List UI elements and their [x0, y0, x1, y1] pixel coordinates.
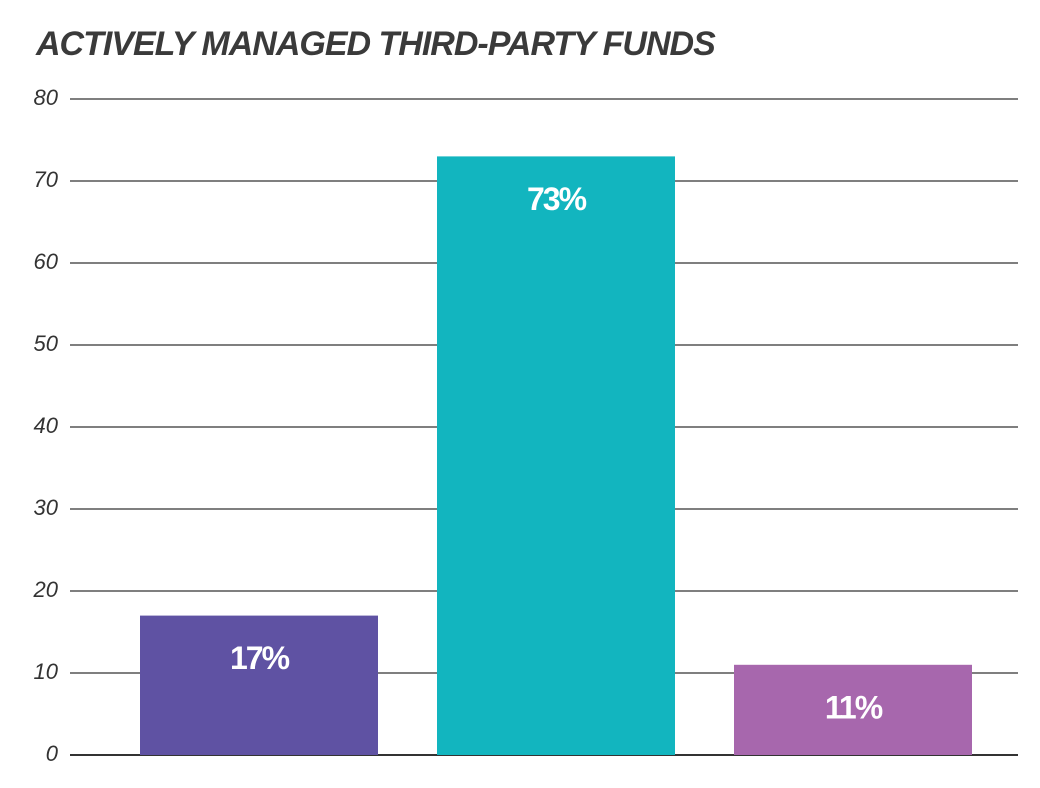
y-tick-label: 50	[34, 331, 59, 356]
bar	[734, 664, 972, 755]
y-tick-label: 10	[34, 659, 59, 684]
y-tick-label: 60	[34, 249, 59, 274]
value-label: 73%	[527, 181, 587, 217]
chart-title: ACTIVELY MANAGED THIRD-PARTY FUNDS	[35, 25, 716, 63]
y-tick-label: 80	[34, 85, 59, 110]
y-tick-label: 0	[46, 741, 59, 766]
y-tick-label: 70	[34, 167, 59, 192]
y-tick-label: 30	[34, 495, 59, 520]
bar	[437, 156, 675, 755]
y-tick-label: 40	[34, 413, 59, 438]
y-tick-label: 20	[33, 577, 59, 602]
bar	[140, 615, 378, 755]
value-label: 11%	[825, 689, 883, 725]
value-label: 17%	[230, 640, 290, 676]
